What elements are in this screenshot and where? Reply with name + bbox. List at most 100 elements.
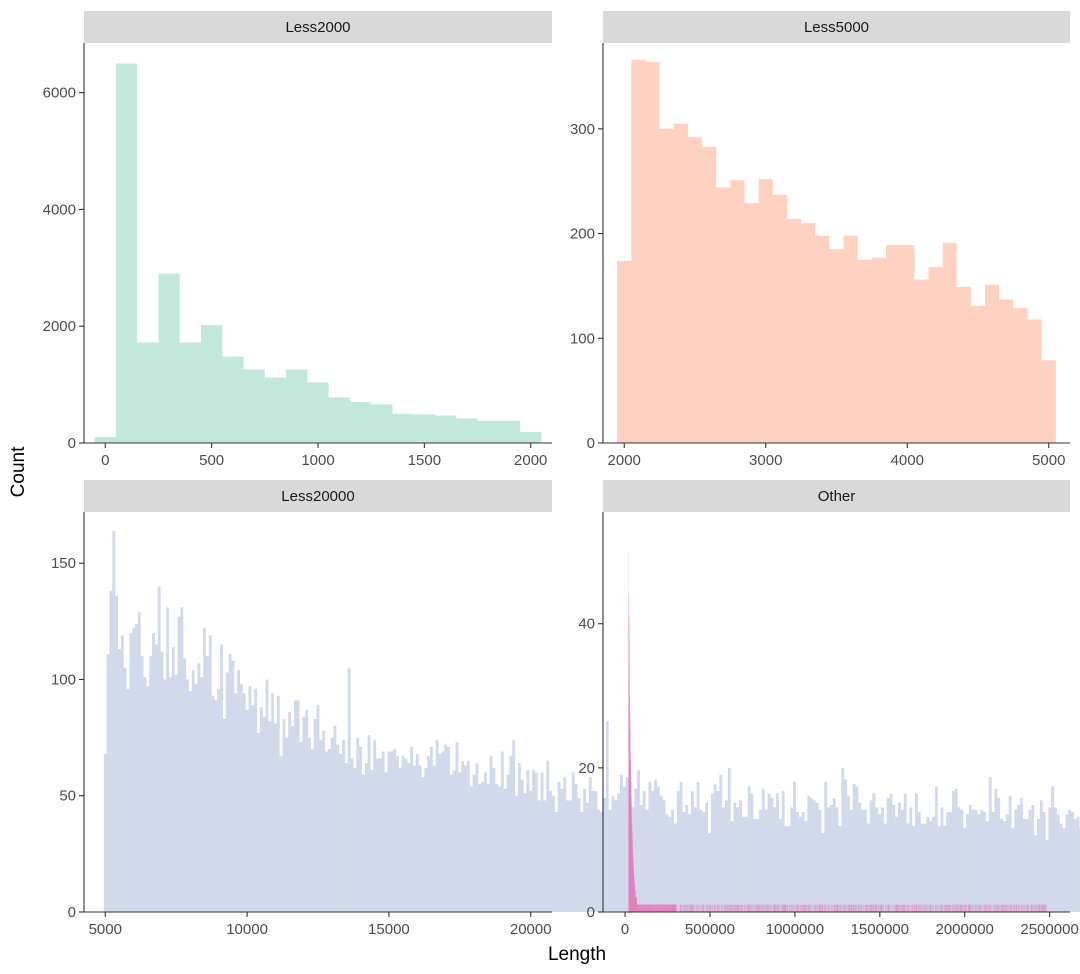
histogram-bar [310,749,314,912]
histogram-bar [985,284,1000,443]
histogram-bar [392,413,414,443]
histogram-bar [364,763,368,912]
histogram-bar [126,688,130,912]
histogram-bar [259,707,263,912]
histogram-bar [801,812,805,912]
histogram-bar [1039,800,1043,912]
histogram-bar [308,737,311,912]
histogram-bar [832,798,836,912]
histogram-bar [279,756,283,912]
y-tick-label: 150 [51,555,76,572]
histogram-bar [381,751,385,912]
histogram-bar [291,725,294,912]
histogram-bar [747,786,751,912]
histogram-bar [642,791,646,912]
histogram-bar [251,705,255,912]
histogram-bar [302,716,306,912]
histogram-bar [456,418,478,443]
histogram-bar [685,805,689,912]
histogram-bar [1073,818,1077,912]
histogram-bar [787,825,791,912]
histogram-bar [344,763,348,912]
histogram-bar [588,777,592,912]
y-tick-label: 300 [570,121,595,138]
histogram-bar [855,786,859,912]
histogram-bar [444,744,448,912]
histogram-bar [892,805,896,912]
histogram-bar [328,397,350,443]
x-tick-label: 2000 [608,452,641,469]
histogram-bar [1000,818,1003,912]
histogram-bar [713,784,717,912]
histogram-bar [132,628,136,912]
histogram-bar [520,779,524,912]
histogram-bar [708,832,711,912]
histogram-bar [201,325,223,443]
histogram-bar [1027,319,1042,443]
histogram-bar [903,793,907,912]
histogram-bar [954,788,958,912]
histogram-bar [914,279,929,443]
x-tick-label: 4000 [891,452,924,469]
histogram-bar [926,816,930,912]
histogram-bar [693,807,697,912]
histogram-bar [94,437,116,443]
histogram-bar [115,63,138,443]
histogram-bar [620,774,623,912]
histogram-bar [838,825,842,912]
histogram-bar [764,809,768,912]
histogram-bar [347,667,351,912]
histogram-bar [299,742,303,912]
histogram-bar [540,772,544,912]
histogram-bar [129,632,133,912]
histogram-bar [171,646,175,912]
histogram-bar [475,763,479,912]
histogram-bar [438,753,442,912]
histogram-bar [286,369,308,443]
histogram-bar [305,709,309,912]
histogram-bar [923,823,927,912]
histogram-bar [829,249,844,443]
histogram-bar [829,805,833,912]
histogram-bar [264,377,287,443]
histogram-bar [614,800,618,912]
histogram-bar [608,809,612,912]
y-tick-label: 4000 [43,201,76,218]
histogram-bar [1014,809,1018,912]
histogram-bar [276,695,280,912]
histogram-bar [245,709,249,912]
histogram-bar [1008,795,1012,912]
histogram-bar [786,218,802,443]
histogram-bar [631,807,635,912]
histogram-bar [645,61,660,443]
strip-label: Less2000 [285,19,350,36]
histogram-bar [793,781,796,912]
histogram-bar [886,798,890,912]
histogram-bar [798,816,802,912]
histogram-bar [282,718,286,912]
histogram-bar [929,821,933,912]
histogram-bar [469,786,473,912]
histogram-bar [1005,814,1009,912]
y-tick-label: 0 [587,904,595,921]
histogram-bar [109,591,113,912]
histogram-bar [449,774,453,912]
strip-background [603,480,1070,512]
histogram-bar [1048,807,1052,912]
histogram-bar [827,807,830,912]
y-tick-label: 0 [587,435,595,452]
histogram-bar [846,795,850,912]
histogram-bar [617,260,632,443]
histogram-bar [498,420,521,443]
histogram-bar [772,194,787,443]
histogram-bar [1031,805,1035,912]
histogram-bar [1056,814,1060,912]
strip-label: Other [818,488,856,505]
histogram-bar [481,781,484,912]
histogram-bar [319,739,323,912]
histogram-bar [242,693,246,912]
histogram-bar [353,767,357,912]
histogram-bar [807,795,811,912]
